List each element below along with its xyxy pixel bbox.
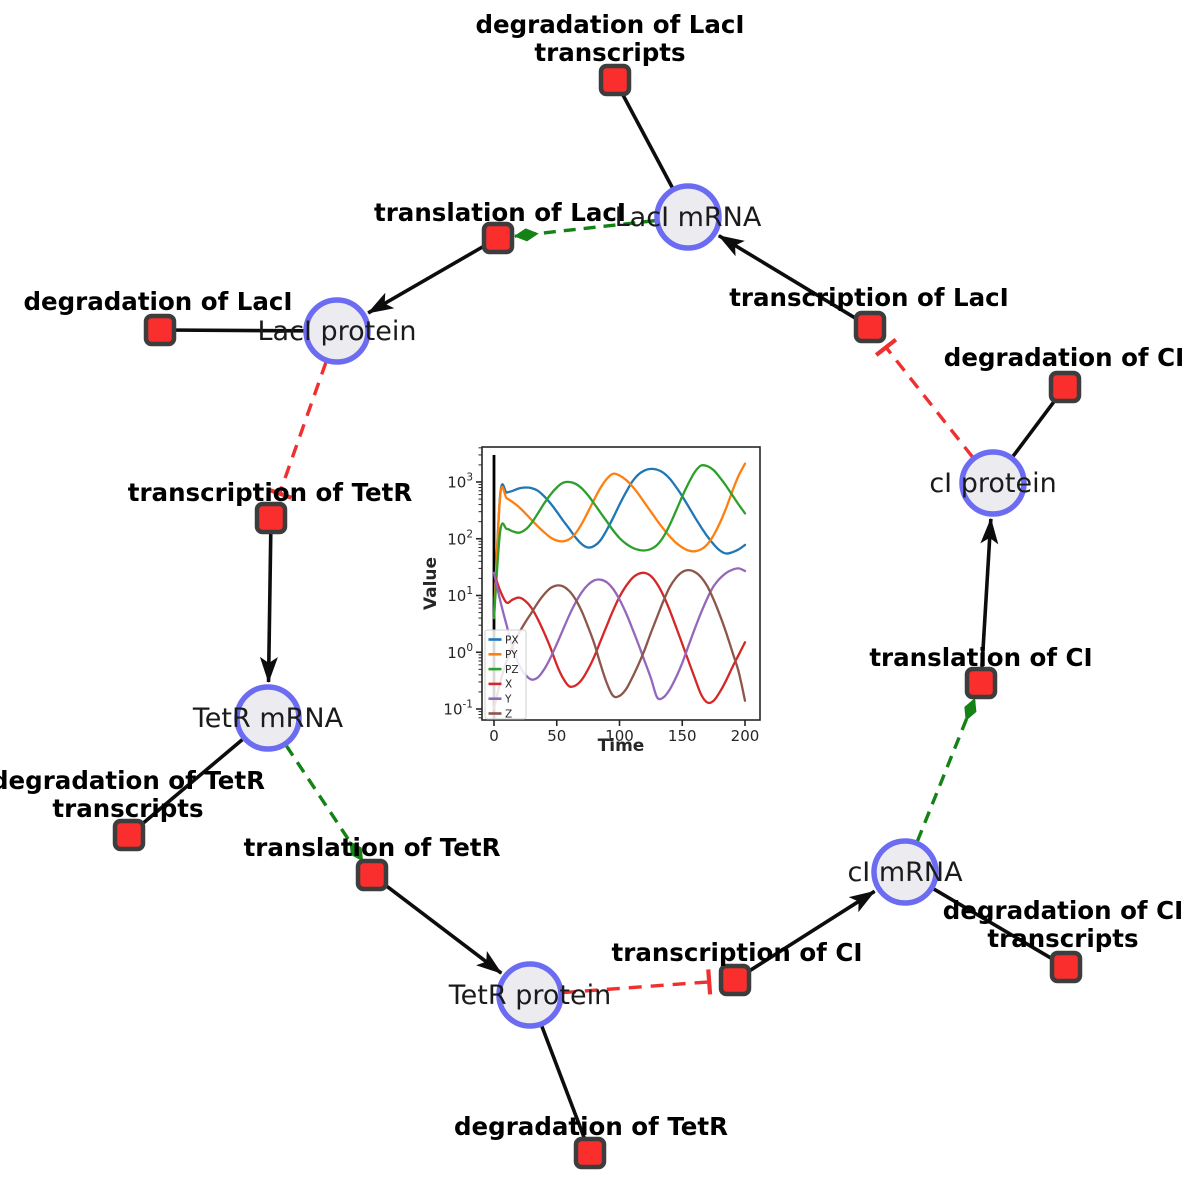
edge-consumption-cI_mRNA-to-deg_cI_tx bbox=[932, 887, 1066, 968]
y-tick-label: 102 bbox=[447, 528, 473, 548]
edge-consumption-tetR_mRNA-to-deg_tetR_tx bbox=[129, 737, 244, 836]
edge-production-transl_lacI-to-lacI_protein bbox=[367, 244, 486, 315]
legend-label-PZ: PZ bbox=[505, 664, 519, 676]
labels: degradation of LacItranscriptstranslatio… bbox=[0, 10, 1184, 1141]
reaction-label-deg_lacI_tx: transcripts bbox=[534, 38, 685, 67]
edge-consumption-lacI_protein-to-deg_lacI bbox=[161, 328, 305, 333]
reaction-node-txn_tetR bbox=[254, 501, 288, 535]
y-tick-label: 100 bbox=[447, 642, 473, 662]
edge-production-txn_cI-to-cI_mRNA bbox=[747, 889, 876, 973]
x-tick-label: 200 bbox=[731, 727, 760, 745]
reaction-node-deg_tetR bbox=[573, 1136, 607, 1170]
reaction-nodes bbox=[112, 63, 1083, 1170]
edge-modifier-lacI_mRNA-to-transl_lacI bbox=[513, 218, 656, 242]
reaction-node-deg_lacI_tx bbox=[598, 63, 632, 97]
species-label-cI_protein: cI protein bbox=[929, 468, 1056, 499]
reaction-node-deg_cI bbox=[1048, 370, 1082, 404]
species-node-lacI_mRNA bbox=[654, 183, 722, 251]
edge-production-transl_cI-to-cI_protein bbox=[980, 517, 999, 668]
x-axis-title: Time bbox=[598, 736, 645, 756]
reaction-node-transl_tetR bbox=[355, 858, 389, 892]
species-nodes bbox=[234, 183, 1027, 1029]
species-label-cI_mRNA: cI mRNA bbox=[847, 857, 963, 888]
edge-consumption-lacI_mRNA-to-deg_lacI_tx bbox=[614, 80, 675, 189]
reaction-label-deg_cI_tx: degradation of CI bbox=[943, 896, 1183, 925]
species-label-tetR_mRNA: TetR mRNA bbox=[192, 703, 344, 734]
reaction-label-deg_tetR_tx: transcripts bbox=[52, 794, 203, 823]
reaction-label-deg_tetR_tx: degradation of TetR bbox=[0, 766, 265, 795]
legend-box bbox=[484, 629, 527, 720]
chart-line-PZ bbox=[492, 463, 747, 620]
edge-production-txn_lacI-to-lacI_mRNA bbox=[717, 234, 858, 321]
chart-line-X bbox=[492, 571, 747, 705]
edge-consumption-tetR_protein-to-deg_tetR bbox=[540, 1025, 591, 1152]
reaction-node-deg_lacI bbox=[143, 313, 177, 347]
reaction-label-transl_tetR: translation of TetR bbox=[244, 833, 501, 862]
y-tick-label: 101 bbox=[447, 585, 473, 605]
reaction-node-transl_lacI bbox=[481, 221, 515, 255]
edge-modifier-tetR_mRNA-to-transl_tetR bbox=[284, 744, 365, 862]
reaction-label-transl_cI: translation of CI bbox=[869, 643, 1092, 672]
reaction-label-deg_tetR: degradation of TetR bbox=[454, 1112, 728, 1141]
edge-production-txn_tetR-to-tetR_mRNA bbox=[259, 533, 278, 684]
species-label-lacI_mRNA: LacI mRNA bbox=[615, 202, 762, 233]
reaction-label-txn_tetR: transcription of TetR bbox=[128, 478, 413, 507]
species-node-tetR_mRNA bbox=[234, 684, 302, 752]
chart-series bbox=[492, 462, 747, 711]
reaction-label-deg_lacI: degradation of LacI bbox=[23, 287, 292, 316]
reaction-label-txn_lacI: transcription of LacI bbox=[729, 283, 1009, 312]
reaction-label-deg_cI_tx: transcripts bbox=[987, 924, 1138, 953]
chart-line-Y bbox=[492, 567, 747, 701]
chart-line-PX bbox=[492, 467, 747, 620]
x-tick-label: 150 bbox=[668, 727, 697, 745]
chart-line-Z bbox=[492, 568, 747, 711]
reaction-node-deg_cI_tx bbox=[1049, 950, 1083, 984]
species-node-tetR_protein bbox=[496, 961, 564, 1029]
chart-legend: PX PY PZ XYZ bbox=[484, 629, 527, 720]
legend-label-PY: PY bbox=[505, 649, 518, 661]
reaction-label-deg_lacI_tx: degradation of LacI bbox=[475, 10, 744, 39]
edge-modifier-cI_mRNA-to-transl_cI bbox=[915, 697, 977, 843]
x-tick-label: 0 bbox=[489, 727, 499, 745]
edge-inhibition-cI_protein-to-txn_lacI bbox=[874, 337, 974, 459]
reaction-label-transl_lacI: translation of LacI bbox=[374, 198, 626, 227]
legend-label-Z: Z bbox=[505, 708, 512, 720]
x-tick-label: 50 bbox=[547, 727, 566, 745]
reaction-node-txn_cI bbox=[718, 963, 752, 997]
y-tick-label: 103 bbox=[447, 472, 473, 492]
edge-production-transl_tetR-to-tetR_protein bbox=[383, 883, 503, 975]
reaction-label-deg_cI: degradation of CI bbox=[944, 343, 1184, 372]
edges bbox=[129, 80, 1066, 1152]
edge-inhibition-tetR_protein-to-txn_cI bbox=[562, 969, 713, 995]
x-tick-label: 100 bbox=[605, 727, 634, 745]
reaction-node-txn_lacI bbox=[853, 310, 887, 344]
chart-axes-box bbox=[481, 446, 761, 721]
edge-inhibition-lacI_protein-to-txn_tetR bbox=[267, 361, 328, 500]
legend-label-PX: PX bbox=[505, 634, 519, 646]
chart-background bbox=[482, 447, 760, 720]
species-node-cI_mRNA bbox=[871, 838, 939, 906]
species-label-tetR_protein: TetR protein bbox=[448, 980, 611, 1011]
legend-label-Y: Y bbox=[504, 694, 512, 706]
species-node-cI_protein bbox=[959, 449, 1027, 517]
y-axis-title: Value bbox=[421, 557, 441, 610]
y-tick-label: 10-1 bbox=[443, 699, 473, 719]
species-label-lacI_protein: LacI protein bbox=[258, 316, 417, 347]
species-node-lacI_protein bbox=[303, 297, 371, 365]
legend-label-X: X bbox=[505, 679, 512, 691]
reaction-node-transl_cI bbox=[964, 666, 998, 700]
reaction-node-deg_tetR_tx bbox=[112, 818, 146, 852]
reaction-label-txn_cI: transcription of CI bbox=[612, 938, 863, 967]
